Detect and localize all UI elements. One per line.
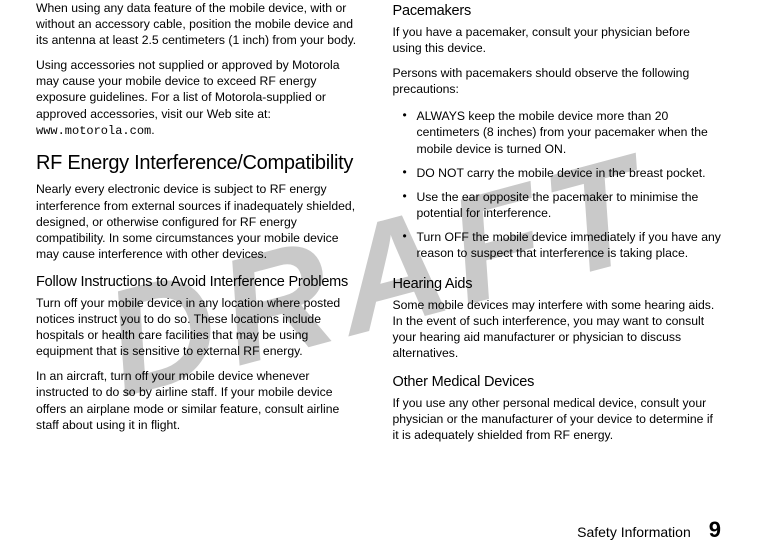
subsection-heading: Other Medical Devices (393, 374, 722, 390)
subsection-heading: Hearing Aids (393, 276, 722, 292)
body-text: When using any data feature of the mobil… (36, 0, 365, 48)
left-column: When using any data feature of the mobil… (36, 0, 365, 510)
page-footer: Safety Information 9 (577, 517, 721, 543)
body-text: Persons with pacemakers should observe t… (393, 65, 722, 97)
list-item: ALWAYS keep the mobile device more than … (393, 108, 722, 156)
list-item: DO NOT carry the mobile device in the br… (393, 165, 722, 181)
body-text: If you have a pacemaker, consult your ph… (393, 24, 722, 56)
body-text-span: Using accessories not supplied or approv… (36, 58, 340, 120)
body-text: If you use any other personal medical de… (393, 395, 722, 443)
right-column: Pacemakers If you have a pacemaker, cons… (393, 0, 722, 510)
body-text-span: . (151, 123, 154, 137)
subsection-heading: Pacemakers (393, 3, 722, 19)
body-text: In an aircraft, turn off your mobile dev… (36, 368, 365, 432)
body-text: Using accessories not supplied or approv… (36, 57, 365, 139)
section-heading: RF Energy Interference/Compatibility (36, 152, 365, 175)
bullet-list: ALWAYS keep the mobile device more than … (393, 108, 722, 269)
body-text: Nearly every electronic device is subjec… (36, 181, 365, 261)
page-content: When using any data feature of the mobil… (0, 0, 757, 510)
list-item: Use the ear opposite the pacemaker to mi… (393, 189, 722, 221)
subsection-heading: Follow Instructions to Avoid Interferenc… (36, 274, 365, 290)
page-number: 9 (709, 517, 721, 543)
list-item: Turn OFF the mobile device immediately i… (393, 229, 722, 261)
footer-label: Safety Information (577, 524, 691, 540)
body-text: Some mobile devices may interfere with s… (393, 297, 722, 361)
url-text: www.motorola.com (36, 124, 151, 138)
body-text: Turn off your mobile device in any locat… (36, 295, 365, 359)
